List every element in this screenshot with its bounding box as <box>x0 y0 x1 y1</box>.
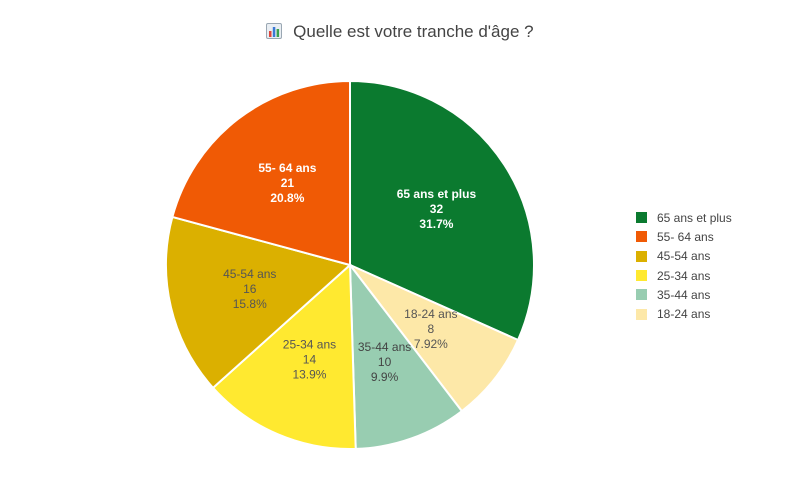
chart-title: Quelle est votre tranche d'âge ? <box>0 22 800 44</box>
legend-swatch <box>636 231 647 243</box>
pie-slice-3[interactable] <box>211 262 357 450</box>
pie-slice-2[interactable] <box>348 261 464 450</box>
legend-item[interactable]: 45-54 ans <box>636 247 732 266</box>
legend-item[interactable]: 55- 64 ans <box>636 227 732 246</box>
pie-label-percent: 20.8% <box>270 191 304 205</box>
legend-label: 18-24 ans <box>657 307 711 322</box>
pie-label-percent: 9.9% <box>371 370 399 384</box>
legend-item[interactable]: 65 ans et plus <box>636 208 732 227</box>
pie-label-percent: 13.9% <box>292 368 326 382</box>
pie-label-value: 16 <box>243 282 257 296</box>
pie-label-name: 35-44 ans <box>358 340 411 354</box>
legend-swatch <box>636 250 647 262</box>
pie-label-name: 25-34 ans <box>283 338 336 352</box>
pie-slice-4[interactable] <box>165 215 353 390</box>
pie-slice-5[interactable] <box>171 79 351 267</box>
legend-swatch <box>636 308 647 320</box>
pie-label-percent: 7.92% <box>414 337 448 351</box>
pie-label-value: 21 <box>281 176 295 190</box>
legend-item[interactable]: 35-44 ans <box>636 285 732 304</box>
legend-label: 45-54 ans <box>657 249 711 264</box>
pie-label-percent: 15.8% <box>233 297 267 311</box>
pie-label-value: 10 <box>378 355 392 369</box>
pie-label-name: 55- 64 ans <box>258 161 316 175</box>
legend-label: 35-44 ans <box>657 287 711 302</box>
pie-label-value: 32 <box>430 202 444 216</box>
legend-item[interactable]: 25-34 ans <box>636 266 732 285</box>
legend-label: 55- 64 ans <box>657 229 714 244</box>
pie-label-name: 65 ans et plus <box>397 187 477 201</box>
legend-swatch <box>636 212 647 224</box>
legend-label: 25-34 ans <box>657 268 711 283</box>
legend-item[interactable]: 18-24 ans <box>636 304 732 323</box>
chart-legend: 65 ans et plus 55- 64 ans 45-54 ans 25-34 a… <box>636 208 732 324</box>
pie-slice-0[interactable] <box>349 79 535 342</box>
pie-label-percent: 31.7% <box>419 217 453 231</box>
chart-title-text: Quelle est votre tranche d'âge ? <box>293 22 534 41</box>
legend-label: 65 ans et plus <box>657 210 732 225</box>
pie-slice-1[interactable] <box>349 264 520 413</box>
legend-swatch <box>636 270 647 282</box>
pie-label-name: 18-24 ans <box>404 307 457 321</box>
pie-label-value: 8 <box>428 322 435 336</box>
pie-label-name: 45-54 ans <box>223 267 276 281</box>
bar-chart-icon <box>266 23 283 44</box>
legend-swatch <box>636 289 647 301</box>
pie-label-value: 14 <box>303 353 317 367</box>
